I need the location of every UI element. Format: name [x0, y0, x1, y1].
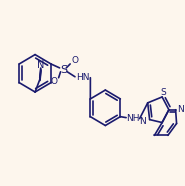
Text: NH: NH [126, 114, 140, 123]
Text: N: N [139, 117, 146, 126]
Text: HN: HN [76, 73, 89, 82]
Text: O: O [71, 57, 78, 65]
Text: O: O [50, 77, 57, 86]
Text: S: S [160, 88, 166, 97]
Text: N: N [37, 60, 45, 70]
Text: S: S [60, 65, 67, 75]
Text: N: N [177, 105, 184, 114]
